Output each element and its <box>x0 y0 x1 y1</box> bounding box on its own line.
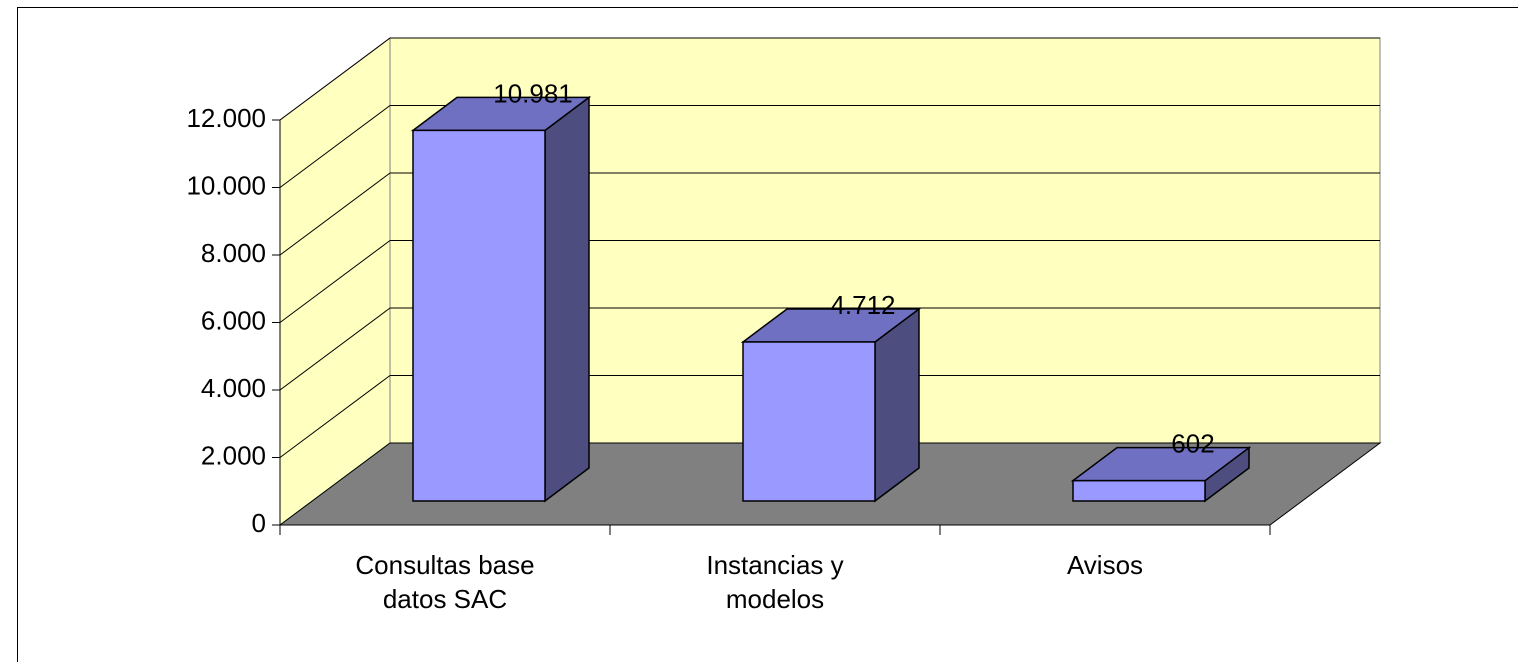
y-tick-label: 12.000 <box>186 103 266 133</box>
grid-line <box>279 307 391 391</box>
grid-line <box>279 172 391 256</box>
x-tick-label: Consultas base datos SAC <box>355 550 535 614</box>
grid-line <box>279 105 391 188</box>
bar <box>412 129 546 502</box>
grid-line <box>279 37 391 121</box>
y-tick-label: 4.000 <box>201 373 266 403</box>
data-label: 602 <box>1171 429 1214 459</box>
grid-line <box>279 240 391 323</box>
y-tick-label: 10.000 <box>186 170 266 200</box>
bar-side <box>544 95 590 503</box>
y-tick-label: 6.000 <box>201 305 266 335</box>
grid-line <box>279 375 391 458</box>
y-tick-label: 8.000 <box>201 238 266 268</box>
x-tick-label: Avisos <box>1066 550 1144 580</box>
y-tick-label: 2.000 <box>201 440 266 470</box>
x-tick-label: Instancias y modelos <box>706 550 844 614</box>
data-label: 4.712 <box>830 290 895 320</box>
bar <box>742 341 876 502</box>
data-label: 10.981 <box>493 78 573 108</box>
y-tick-label: 0 <box>252 508 266 538</box>
bar <box>1072 479 1206 502</box>
